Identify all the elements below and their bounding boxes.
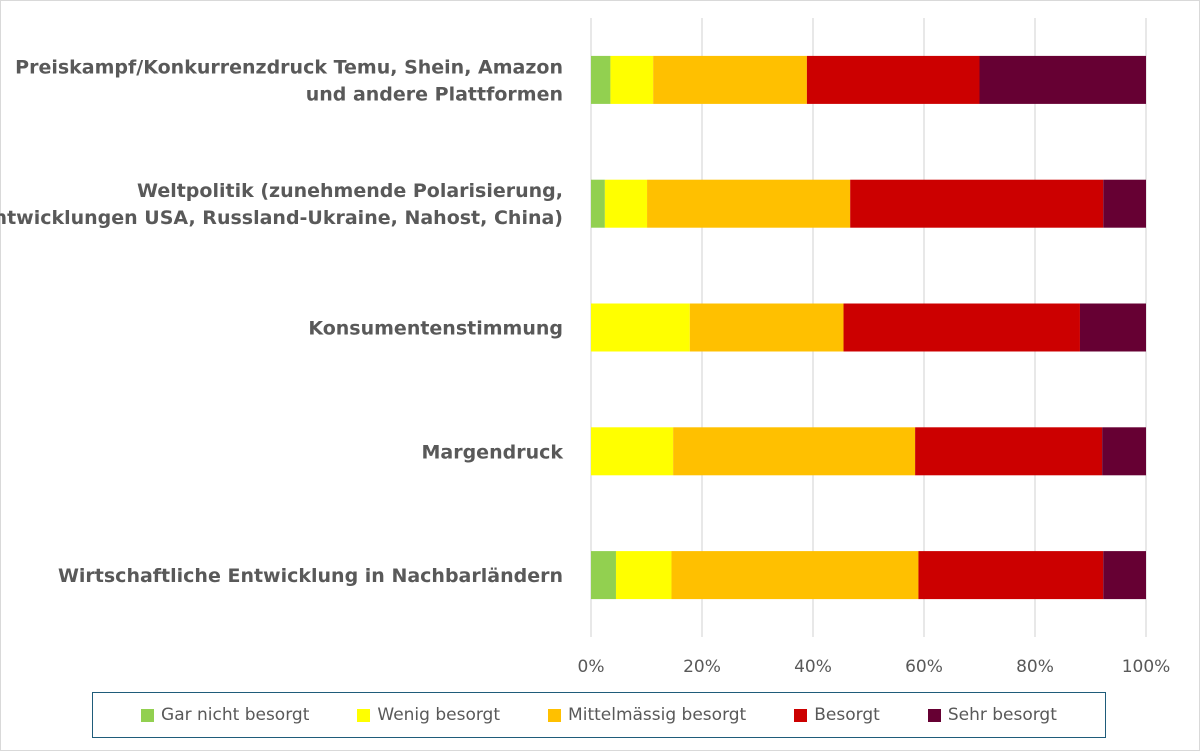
bar-segment	[653, 55, 807, 104]
legend-swatch	[548, 708, 562, 722]
legend-label: Sehr besorgt	[947, 705, 1057, 725]
category-label: Margendruck	[421, 441, 563, 463]
legend-swatch	[794, 708, 808, 722]
bar-segment	[1102, 427, 1146, 476]
legend-item: Gar nicht besorgt	[141, 705, 309, 725]
chart-area: Preiskampf/Konkurrenzdruck Temu, Shein, …	[0, 18, 1171, 677]
x-tick-label: 0%	[578, 657, 605, 677]
legend-label: Mittelmässig besorgt	[568, 705, 747, 725]
bar-segment	[591, 551, 616, 600]
legend-label: Besorgt	[814, 705, 880, 725]
bar-segment	[1103, 179, 1146, 228]
bar-segment	[615, 551, 672, 600]
bar-segment	[591, 55, 611, 104]
legend: Gar nicht besorgt Wenig besorgt Mittelmäss…	[92, 692, 1106, 738]
bar-segment	[806, 55, 980, 104]
legend-item: Besorgt	[794, 705, 880, 725]
bar-segment	[591, 427, 674, 476]
legend-label: Gar nicht besorgt	[161, 705, 310, 725]
legend-swatch	[141, 708, 155, 722]
bar-segment	[918, 551, 1104, 600]
legend-swatch	[357, 708, 371, 722]
x-axis-tick-labels: 0% 20% 40% 60% 80% 100%	[578, 657, 1171, 677]
bar-segment	[673, 427, 916, 476]
category-label: Preiskampf/Konkurrenzdruck Temu, Shein, …	[15, 56, 563, 105]
category-label: Konsumentenstimmung	[308, 318, 563, 340]
x-tick-label: 100%	[1122, 657, 1171, 677]
bars	[591, 55, 1146, 600]
legend-swatch	[927, 708, 941, 722]
legend-item: Sehr besorgt	[927, 705, 1057, 725]
bar-segment	[604, 179, 648, 228]
bar-segment	[915, 427, 1103, 476]
bar-segment	[850, 179, 1104, 228]
x-tick-label: 60%	[905, 657, 943, 677]
category-label: Weltpolitik (zunehmende Polarisierung, En…	[0, 180, 563, 229]
category-labels: Preiskampf/Konkurrenzdruck Temu, Shein, …	[0, 56, 563, 587]
x-tick-label: 40%	[794, 657, 832, 677]
bar-segment	[979, 55, 1146, 104]
legend-item: Wenig besorgt	[357, 705, 500, 725]
x-tick-label: 20%	[683, 657, 721, 677]
x-tick-label: 80%	[1016, 657, 1054, 677]
category-label: Wirtschaftliche Entwicklung in Nachbarlä…	[58, 565, 563, 587]
bar-segment	[591, 179, 605, 228]
bar-segment	[610, 55, 654, 104]
bar-segment	[1079, 303, 1146, 352]
bar-segment	[843, 303, 1080, 352]
bar-segment	[591, 303, 690, 352]
legend-item: Mittelmässig besorgt	[548, 705, 746, 725]
bar-segment	[1103, 551, 1146, 600]
bar-segment	[671, 551, 919, 600]
legend-label: Wenig besorgt	[377, 705, 501, 725]
bar-segment	[647, 179, 851, 228]
bar-segment	[689, 303, 844, 352]
